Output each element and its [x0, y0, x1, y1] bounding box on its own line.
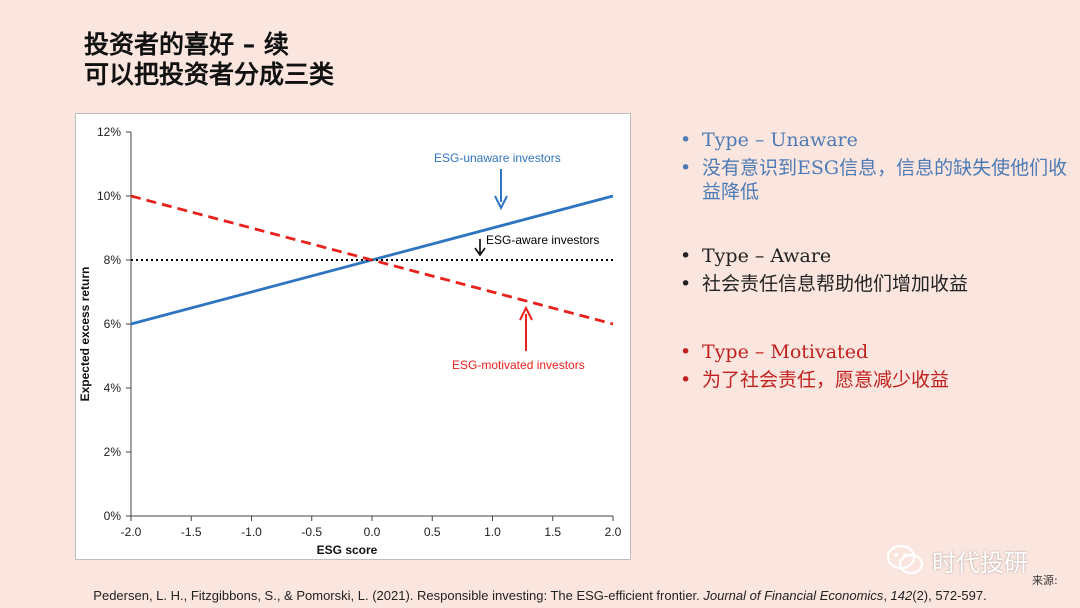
source-label: 来源:	[1032, 574, 1058, 587]
y-tick-label: 8%	[104, 253, 122, 267]
x-axis-label: ESG score	[317, 543, 378, 557]
y-axis-label: Expected excess return	[78, 267, 92, 402]
series-line-motivated	[130, 194, 614, 326]
watermark: 时代投研	[886, 540, 1028, 580]
x-tick-label: 0.5	[424, 525, 441, 539]
bullet-aware-text: 社会责任信息帮助他们增加收益	[680, 272, 1070, 296]
x-tick-label: 2.0	[605, 525, 622, 539]
bullet-group-unaware: Type – Unaware 没有意识到ESG信息，信息的缺失使他们收益降低	[680, 128, 1070, 204]
chart-panel: 0% 2% 4% 6% 8% 10% 12% -2.0 -1.5 -1.0 -0.5 0.0 0.5 1.…	[75, 113, 631, 560]
arrow-aware-head	[474, 247, 486, 257]
slide-title: 投资者的喜好 – 续 可以把投资者分成三类	[84, 30, 334, 90]
y-tick-label: 2%	[104, 445, 122, 459]
y-tick-label: 12%	[97, 125, 121, 139]
arrow-motivated-head	[519, 305, 533, 321]
citation-pages: (2), 572-597.	[912, 588, 987, 603]
x-tick-label: -0.5	[301, 525, 322, 539]
annotation-unaware: ESG-unaware investors	[434, 151, 561, 165]
citation-volume: 142	[890, 588, 913, 603]
y-tick-label: 4%	[104, 381, 122, 395]
y-tick-label: 6%	[104, 317, 122, 331]
bullet-unaware-text: 没有意识到ESG信息，信息的缺失使他们收益降低	[680, 156, 1070, 204]
x-tick-label: -2.0	[121, 525, 142, 539]
y-tick-label: 10%	[97, 189, 121, 203]
x-tick-label: 0.0	[364, 525, 381, 539]
bullet-unaware-heading: Type – Unaware	[680, 128, 1070, 152]
arrow-unaware-head	[494, 195, 508, 211]
bullet-motivated-text: 为了社会责任，愿意减少收益	[680, 368, 1070, 392]
x-tick-label: 1.5	[544, 525, 561, 539]
bullet-group-motivated: Type – Motivated 为了社会责任，愿意减少收益	[680, 340, 1070, 392]
x-tick-label: -1.5	[181, 525, 202, 539]
title-line-1: 投资者的喜好 – 续	[84, 30, 289, 59]
watermark-text: 时代投研	[932, 548, 1028, 577]
annotation-motivated: ESG-motivated investors	[452, 358, 585, 372]
citation-journal: Journal of Financial Economics	[703, 588, 884, 603]
x-tick-label: -1.0	[241, 525, 262, 539]
citation-authors: Pedersen, L. H., Fitzgibbons, S., & Pomo…	[93, 588, 704, 603]
y-tick-label: 0%	[104, 509, 122, 523]
title-line-2: 可以把投资者分成三类	[84, 60, 335, 89]
wechat-icon	[886, 544, 924, 575]
annotation-aware: ESG-aware investors	[486, 233, 599, 247]
bullet-group-aware: Type – Aware 社会责任信息帮助他们增加收益	[680, 244, 1070, 296]
bullet-panel: Type – Unaware 没有意识到ESG信息，信息的缺失使他们收益降低 T…	[680, 128, 1070, 396]
bullet-motivated-heading: Type – Motivated	[680, 340, 1070, 364]
bullet-aware-heading: Type – Aware	[680, 244, 1070, 268]
citation: Pedersen, L. H., Fitzgibbons, S., & Pomo…	[93, 588, 987, 603]
x-tick-label: 1.0	[484, 525, 501, 539]
esg-return-chart: 0% 2% 4% 6% 8% 10% 12% -2.0 -1.5 -1.0 -0.5 0.0 0.5 1.…	[78, 125, 622, 557]
